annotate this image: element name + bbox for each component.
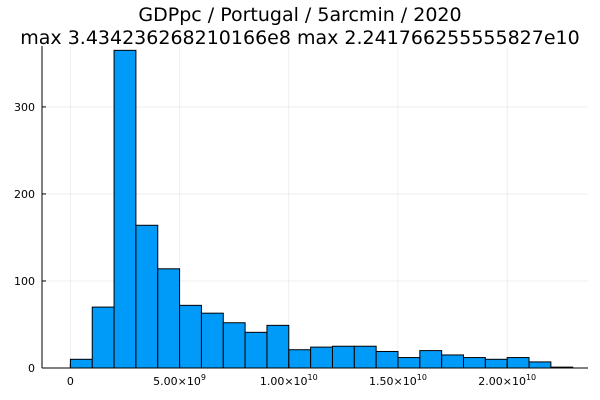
axes — [41, 46, 588, 369]
histogram-bar-5 — [179, 304, 202, 369]
histogram-bar-1 — [91, 306, 115, 369]
histogram-bar-18 — [463, 357, 486, 369]
histogram-bar-13 — [353, 345, 377, 369]
y-tick-label-0: 0 — [28, 362, 35, 375]
y-tick-label-2: 200 — [14, 188, 35, 201]
histogram-bar-15 — [397, 357, 421, 369]
histogram-bar-0 — [69, 358, 93, 369]
histogram-bar-11 — [310, 346, 333, 369]
histogram-bars — [69, 49, 574, 369]
y-tick-label-1: 100 — [14, 275, 35, 288]
histogram-bar-16 — [419, 350, 443, 369]
histogram-bar-2 — [113, 49, 137, 369]
tick-labels: 0 5.00×109 1.00×1010 1.50×1010 2.00×1010 0 100… — [14, 101, 536, 388]
x-tick-label-1: 5.00×109 — [153, 373, 206, 388]
histogram-bar-21 — [528, 361, 552, 369]
histogram-bar-4 — [157, 268, 181, 369]
histogram-bar-12 — [331, 345, 355, 369]
histogram-bar-8 — [244, 331, 268, 369]
histogram-bar-17 — [441, 354, 465, 369]
y-tick-label-3: 300 — [14, 101, 35, 114]
x-tick-label-2: 1.00×1010 — [260, 373, 318, 388]
histogram-bar-14 — [375, 350, 399, 369]
chart-title-line-1: GDPpc / Portugal / 5arcmin / 2020 — [138, 4, 462, 26]
histogram-bar-9 — [266, 324, 290, 369]
x-tick-label-0: 0 — [67, 375, 74, 388]
chart-title-line-2: max 3.434236268210166e8 max 2.2417662555… — [20, 27, 580, 49]
histogram-bar-19 — [484, 358, 508, 369]
x-tick-label-4: 2.00×1010 — [478, 373, 536, 388]
histogram-bar-20 — [506, 357, 530, 369]
histogram-bar-7 — [222, 322, 246, 369]
histogram-bar-6 — [200, 312, 224, 369]
x-tick-label-3: 1.50×1010 — [369, 373, 427, 388]
histogram-bar-10 — [288, 349, 312, 369]
histogram-bar-3 — [135, 224, 159, 369]
